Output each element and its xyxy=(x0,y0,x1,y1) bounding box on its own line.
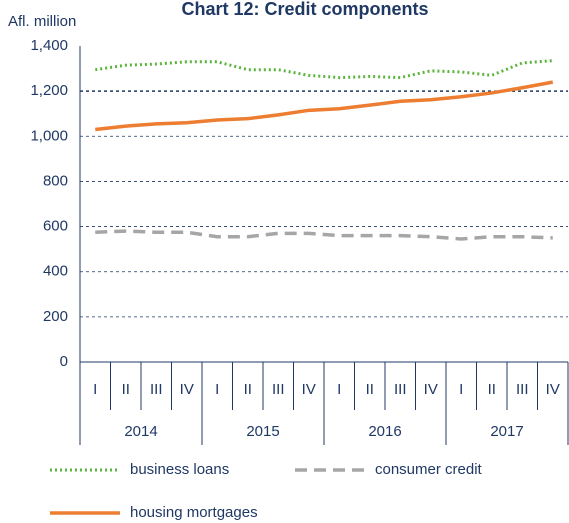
x-tick-label: II xyxy=(244,381,252,398)
y-axis-label: Afl. million xyxy=(8,13,76,30)
x-tick-label: III xyxy=(272,381,285,398)
x-tick-label: III xyxy=(150,381,163,398)
x-tick-label: II xyxy=(366,381,374,398)
x-tick-label: I xyxy=(459,381,463,398)
x-tick-label: III xyxy=(516,381,529,398)
series-line xyxy=(95,59,553,80)
x-tick-label: I xyxy=(215,381,219,398)
series-line xyxy=(95,229,553,241)
x-tick-label: IV xyxy=(180,381,194,398)
x-tick-label: IV xyxy=(302,381,316,398)
x-tick-label: III xyxy=(394,381,407,398)
chart-title: Chart 12: Credit components xyxy=(181,0,428,19)
year-label: 2015 xyxy=(246,423,279,440)
x-tick-label: IV xyxy=(546,381,560,398)
year-label: 2016 xyxy=(368,423,401,440)
x-tick-label: II xyxy=(488,381,496,398)
series-line xyxy=(95,80,554,132)
y-tick-label: 0 xyxy=(60,353,68,370)
legend-label: housing mortgages xyxy=(130,504,258,521)
y-tick-label: 1,400 xyxy=(30,37,68,54)
y-tick-label: 1,000 xyxy=(30,127,68,144)
y-tick-label: 600 xyxy=(43,218,68,235)
x-tick-label: I xyxy=(93,381,97,398)
x-tick-label: I xyxy=(337,381,341,398)
year-label: 2014 xyxy=(124,423,157,440)
x-tick-label: IV xyxy=(424,381,438,398)
x-tick-label: II xyxy=(122,381,130,398)
legend-label: business loans xyxy=(130,461,229,478)
y-tick-label: 800 xyxy=(43,172,68,189)
y-tick-label: 400 xyxy=(43,263,68,280)
year-label: 2017 xyxy=(490,423,523,440)
legend-label: consumer credit xyxy=(375,461,483,478)
y-tick-label: 1,200 xyxy=(30,82,68,99)
y-tick-label: 200 xyxy=(43,308,68,325)
